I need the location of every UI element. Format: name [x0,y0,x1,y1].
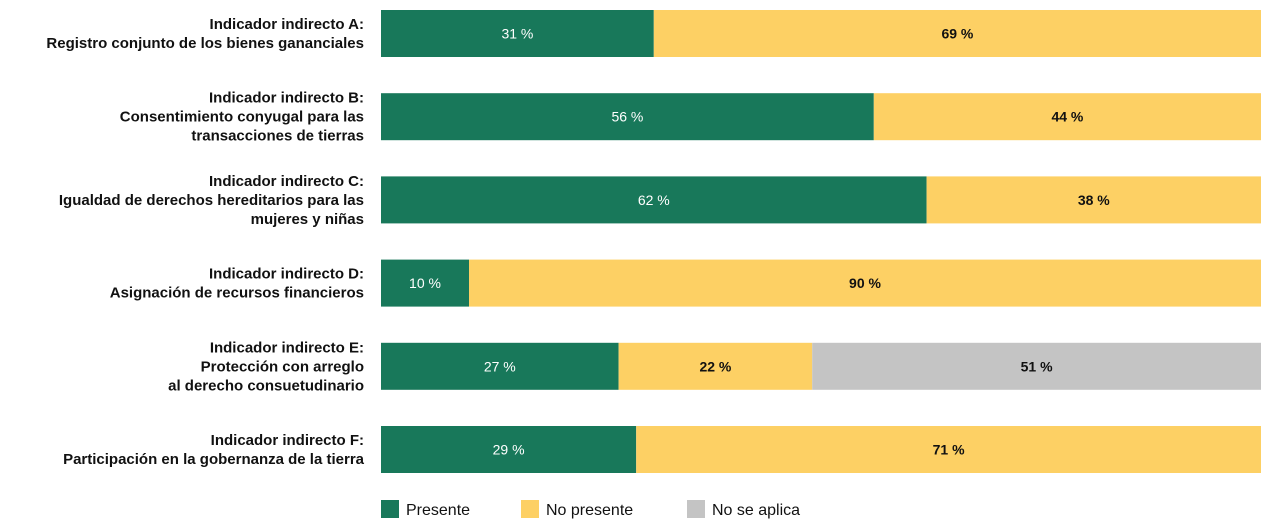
legend-swatch [687,500,705,518]
category-labels-group: Indicador indirecto A: Registro conjunto … [46,16,364,468]
category-label-line: Indicador indirecto E: [210,339,364,356]
category-label: Indicador indirecto C: Igualdad de derech… [59,173,364,228]
legend-swatch [381,500,399,518]
bar-segment [873,93,1261,141]
bars-group: 31 % 69 % 56 % 44 % 62 % 38 % 10 % 90 % 27 % 22 %… [381,10,1261,473]
bar-segment [381,10,654,57]
data-label: 29 % [493,442,525,458]
data-label: 51 % [1021,358,1053,374]
category-label: Indicador indirecto E: Protección con arr… [168,339,364,394]
legend-swatch [521,500,539,518]
data-label: 38 % [1078,192,1110,208]
data-label: 90 % [849,275,881,291]
data-label: 44 % [1051,109,1083,125]
bar-segment [381,259,469,307]
data-label: 10 % [409,275,441,291]
bar-segment [812,342,1261,390]
category-label-line: Indicador indirecto A: [210,16,364,33]
category-label: Indicador indirecto A: Registro conjunto … [46,16,364,52]
bar-segment [618,342,813,390]
category-label-line: al derecho consuetudinario [168,377,364,394]
category-label-line: mujeres y niñas [251,211,364,228]
bar-segment [381,426,637,473]
data-label: 69 % [941,26,973,42]
bar-segment [653,10,1261,57]
data-label: 31 % [501,26,533,42]
data-label: 22 % [699,358,731,374]
bar-segment [381,93,874,141]
category-label: Indicador indirecto F: Participación en l… [63,432,365,468]
category-label-line: Indicador indirecto D: [209,266,364,283]
category-label-line: Protección con arreglo [201,358,364,375]
bar-segment [381,342,619,390]
category-label-line: Registro conjunto de los bienes ganancia… [46,35,364,52]
category-label-line: Consentimiento conyugal para las [120,109,364,126]
category-label-line: Participación en la gobernanza de la tie… [63,451,365,468]
category-label-line: Indicador indirecto F: [211,432,364,449]
bar-segment [636,426,1261,473]
category-label-line: Indicador indirecto C: [209,173,364,190]
bar-segment [926,176,1261,224]
bar-segment [469,259,1261,307]
category-label: Indicador indirecto B: Consentimiento con… [120,90,364,145]
bar-segment [381,176,927,224]
data-label: 62 % [638,192,670,208]
data-label: 56 % [611,109,643,125]
legend-entry: No se aplica [712,502,800,519]
data-label: 71 % [933,442,965,458]
category-label-line: Igualdad de derechos hereditarios para l… [59,192,364,209]
category-label-line: Indicador indirecto B: [209,90,364,107]
category-label: Indicador indirecto D: Asignación de recu… [110,266,364,302]
legend-entry: Presente [406,502,470,519]
legend-entry: No presente [546,502,633,519]
data-label: 27 % [484,358,516,374]
category-label-line: Asignación de recursos financieros [110,285,364,302]
legend: Presente No presente No se aplica [381,500,800,519]
category-label-line: transacciones de tierras [191,128,364,145]
